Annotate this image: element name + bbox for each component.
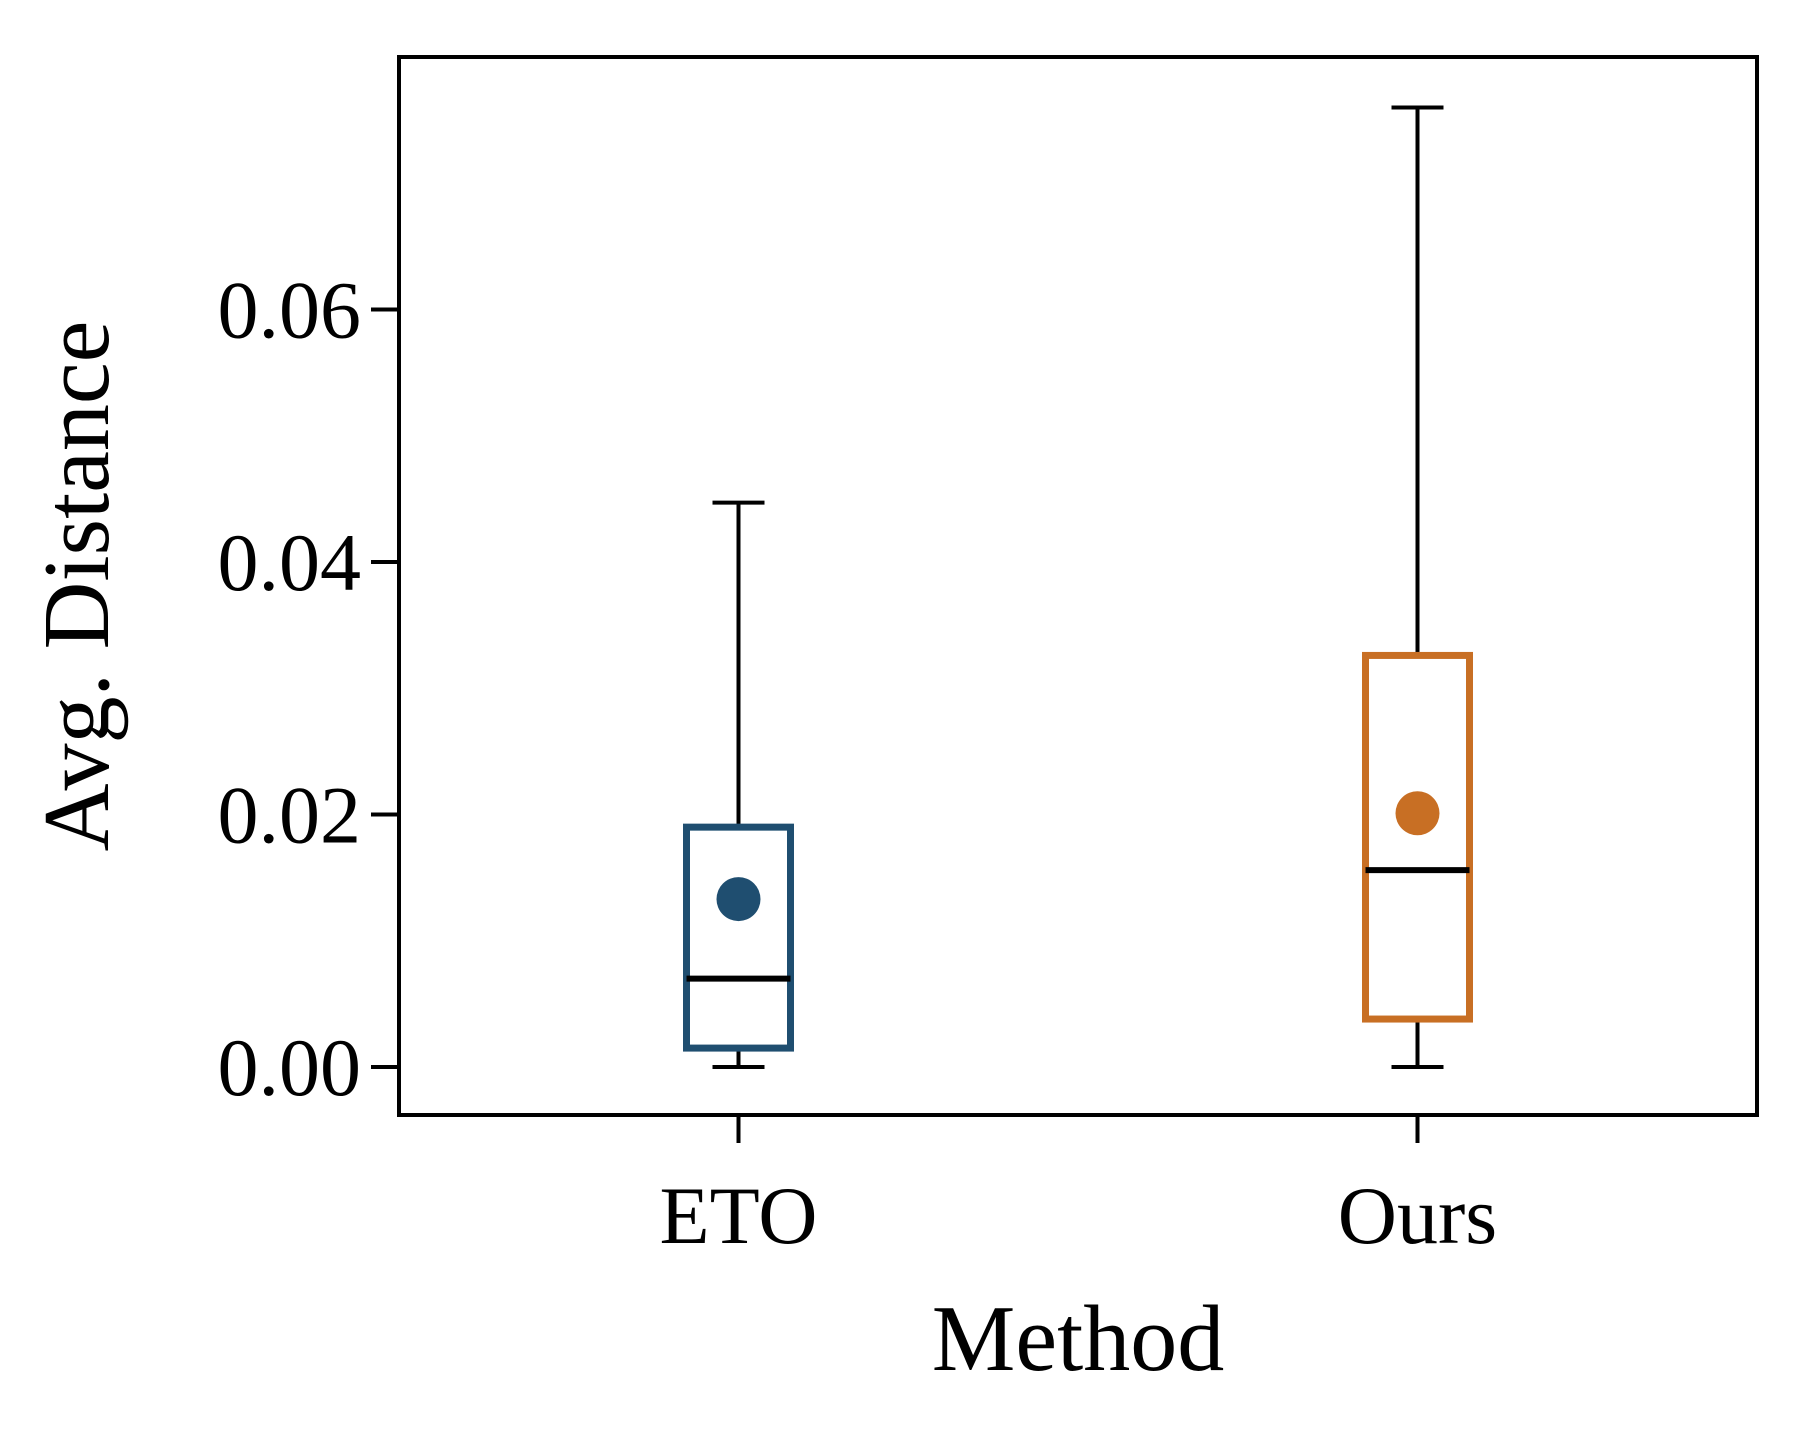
y-tick-label: 0.00 — [218, 1022, 362, 1113]
x-tick-label: ETO — [660, 1170, 818, 1261]
box-group-ours — [1362, 105, 1473, 1070]
y-axis-label: Avg. Distance — [25, 321, 129, 852]
iqr-box — [1362, 651, 1473, 1023]
y-tick-label: 0.04 — [218, 517, 362, 608]
x-tick-label: Ours — [1338, 1170, 1497, 1261]
box-group-eto — [683, 500, 794, 1070]
x-axis-label: Method — [932, 1287, 1224, 1391]
y-tick-label: 0.02 — [218, 770, 362, 861]
y-tick-label: 0.06 — [218, 265, 362, 356]
mean-marker — [716, 877, 761, 922]
plot-area-frame — [397, 55, 1759, 1117]
mean-marker — [1395, 791, 1440, 836]
iqr-box — [683, 823, 794, 1052]
